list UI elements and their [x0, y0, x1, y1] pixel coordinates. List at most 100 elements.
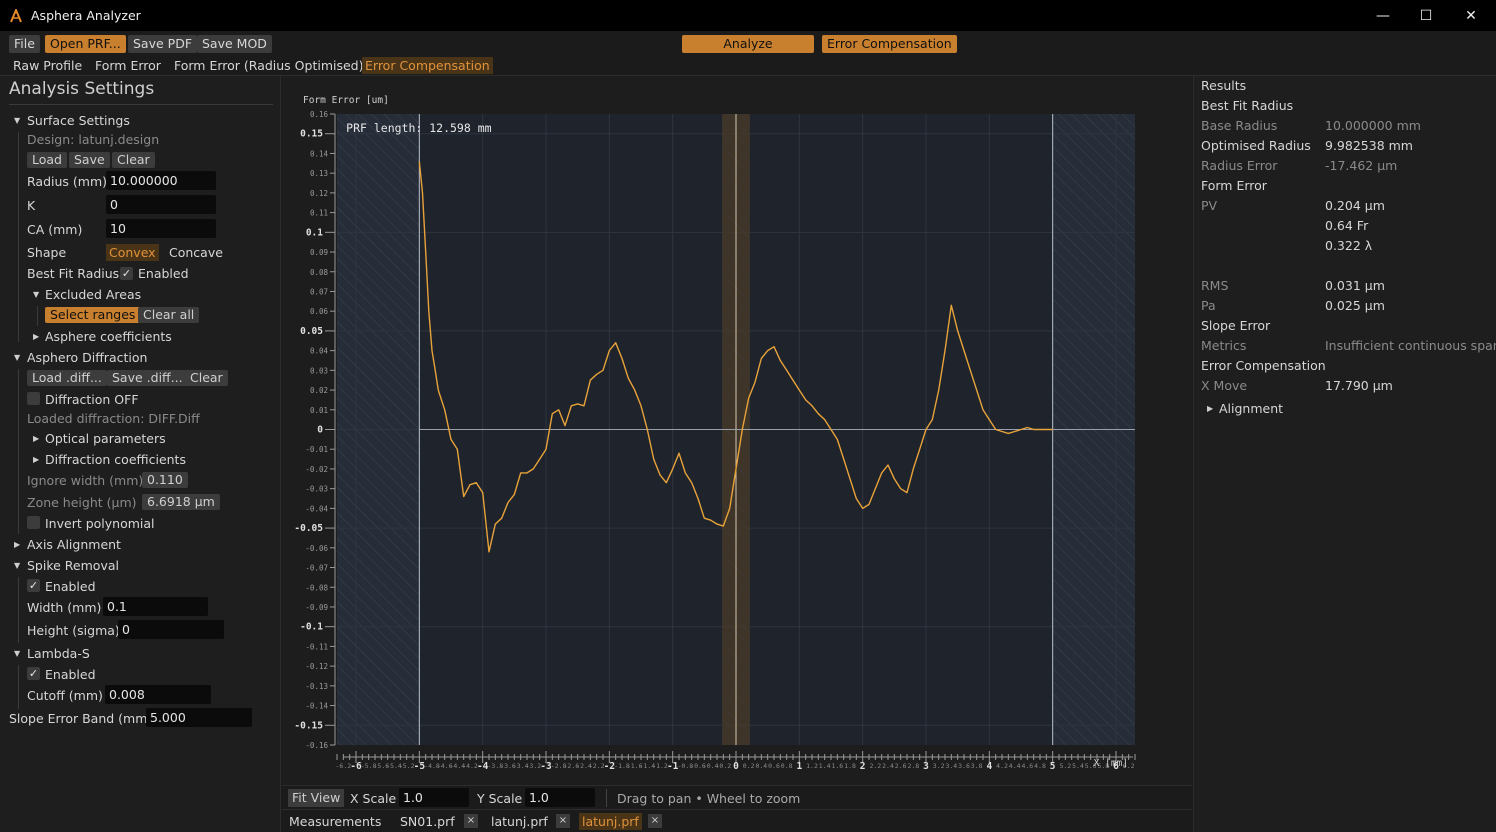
expand-closed-icon[interactable]: ▶	[33, 332, 40, 341]
k-input[interactable]: 0	[106, 195, 216, 214]
save-mod-button[interactable]: Save MOD	[197, 35, 272, 53]
file-tab-latunj[interactable]: latunj.prf	[491, 814, 548, 829]
x-tick-label: -4	[477, 761, 489, 772]
expand-open-icon[interactable]: ▼	[14, 561, 21, 570]
optimised-radius-value: 9.982538 mm	[1325, 138, 1413, 153]
y-scale-label: Y Scale	[477, 791, 523, 806]
slope-error-band-input[interactable]: 5.000	[146, 708, 252, 727]
x-tick-label: -3	[540, 761, 552, 772]
y-tick-label: 0.13	[310, 169, 328, 178]
surface-settings-header[interactable]: Surface Settings	[27, 113, 130, 128]
cutoff-label: Cutoff (mm)	[27, 688, 103, 703]
expand-closed-icon[interactable]: ▶	[33, 434, 40, 443]
close-icon: ✕	[1465, 7, 1477, 24]
y-tick-label: -0.16	[305, 741, 328, 750]
file-menu-button[interactable]: File	[9, 35, 40, 53]
asphero-diffraction-header[interactable]: Asphero Diffraction	[27, 350, 148, 365]
expand-closed-icon[interactable]: ▶	[1207, 404, 1214, 413]
maximize-icon: ☐	[1419, 7, 1433, 24]
x-minor-tick-label: 2.2	[869, 762, 881, 770]
x-minor-tick-label: -1.4	[640, 762, 656, 770]
alignment-header[interactable]: Alignment	[1219, 401, 1284, 416]
file-tab-sn01[interactable]: SN01.prf	[400, 814, 455, 829]
save-diff-button[interactable]: Save .diff...	[107, 370, 188, 386]
view-tabs: Raw Profile Form Error Form Error (Radiu…	[0, 55, 1496, 76]
file-tabs: Measurements SN01.prf × latunj.prf × lat…	[282, 809, 1192, 832]
form-error-plot[interactable]: 0.16 0.15 0.14 0.13 0.12 0.11 0.1 0.09 0.08 0.07 0…	[282, 76, 1192, 785]
tab-form-error[interactable]: Form Error	[95, 58, 161, 73]
diffraction-coefficients-header[interactable]: Diffraction coefficients	[45, 452, 186, 467]
load-diff-button[interactable]: Load .diff...	[27, 370, 107, 386]
ignore-width-value[interactable]: 0.110	[142, 472, 188, 488]
x-minor-tick-label: 5.8	[1097, 762, 1109, 770]
file-tab-latunj-active[interactable]: latunj.prf	[579, 813, 642, 830]
spike-height-input[interactable]: 0	[118, 620, 224, 639]
spike-enabled-checkbox[interactable]: ✓	[27, 579, 40, 592]
asphere-coefficients-header[interactable]: Asphere coefficients	[45, 329, 172, 344]
shape-concave-option[interactable]: Concave	[169, 245, 223, 260]
minimize-button[interactable]: —	[1360, 0, 1406, 31]
load-design-button[interactable]: Load	[27, 152, 67, 168]
expand-open-icon[interactable]: ▼	[14, 649, 21, 658]
open-prf-button[interactable]: Open PRF...	[45, 35, 126, 53]
diffraction-checkbox[interactable]	[27, 392, 40, 405]
zone-height-value[interactable]: 6.6918 μm	[142, 494, 220, 510]
tab-form-error-radius-optimised[interactable]: Form Error (Radius Optimised)	[174, 58, 364, 73]
clear-all-button[interactable]: Clear all	[138, 307, 200, 323]
radius-input[interactable]: 10.000000	[106, 171, 216, 190]
select-ranges-button[interactable]: Select ranges	[45, 307, 141, 323]
shape-convex-option[interactable]: Convex	[106, 244, 159, 261]
y-tick-label: 0.15	[300, 129, 323, 140]
invert-polynomial-checkbox[interactable]	[27, 516, 40, 529]
ca-input[interactable]: 10	[106, 219, 216, 238]
expand-closed-icon[interactable]: ▶	[14, 540, 21, 549]
x-move-label: X Move	[1201, 378, 1248, 393]
optical-parameters-header[interactable]: Optical parameters	[45, 431, 166, 446]
lambda-enabled-checkbox[interactable]: ✓	[27, 667, 40, 680]
expand-open-icon[interactable]: ▼	[14, 353, 21, 362]
best-fit-enabled-label: Enabled	[138, 266, 189, 281]
x-minor-tick-label: 2.8	[907, 762, 919, 770]
axis-alignment-header[interactable]: Axis Alignment	[27, 537, 121, 552]
x-scale-input[interactable]: 1.0	[399, 788, 469, 807]
y-scale-input[interactable]: 1.0	[525, 788, 595, 807]
best-fit-checkbox[interactable]: ✓	[120, 267, 133, 280]
lambda-s-header[interactable]: Lambda-S	[27, 646, 90, 661]
save-pdf-button[interactable]: Save PDF	[128, 35, 198, 53]
close-tab-icon[interactable]: ×	[556, 814, 570, 828]
x-minor-tick-label: 1.4	[819, 762, 831, 770]
x-minor-tick-label: -6.2	[336, 762, 352, 770]
results-panel: Results Best Fit Radius Base Radius 10.0…	[1193, 76, 1496, 832]
save-design-button[interactable]: Save	[69, 152, 110, 168]
expand-open-icon[interactable]: ▼	[14, 116, 21, 125]
x-tick-label: 0	[733, 761, 739, 772]
analyze-button[interactable]: Analyze	[682, 35, 814, 53]
expand-closed-icon[interactable]: ▶	[33, 455, 40, 464]
clear-diff-button[interactable]: Clear	[185, 370, 228, 386]
pa-label: Pa	[1201, 298, 1216, 313]
spike-removal-header[interactable]: Spike Removal	[27, 558, 119, 573]
prf-length-annotation: PRF length: 12.598 mm	[346, 121, 491, 135]
x-tick-label: 4	[986, 761, 992, 772]
tree-guide	[18, 665, 19, 709]
error-compensation-button[interactable]: Error Compensation	[822, 35, 957, 53]
tab-error-compensation[interactable]: Error Compensation	[362, 57, 493, 74]
maximize-button[interactable]: ☐	[1403, 0, 1449, 31]
x-minor-tick-label: 5.2	[1059, 762, 1071, 770]
y-tick-label: 0.04	[310, 347, 329, 356]
tab-raw-profile[interactable]: Raw Profile	[13, 58, 83, 73]
close-window-button[interactable]: ✕	[1448, 0, 1494, 31]
radius-error-value: -17.462 μm	[1325, 158, 1398, 173]
best-fit-radius-heading: Best Fit Radius	[1201, 98, 1294, 113]
cutoff-input[interactable]: 0.008	[105, 685, 211, 704]
fit-view-button[interactable]: Fit View	[288, 789, 345, 807]
close-tab-icon[interactable]: ×	[464, 814, 478, 828]
x-tick-label: -5	[414, 761, 426, 772]
expand-open-icon[interactable]: ▼	[33, 290, 40, 299]
clear-design-button[interactable]: Clear	[112, 152, 155, 168]
close-tab-icon[interactable]: ×	[648, 814, 662, 828]
excluded-areas-header[interactable]: Excluded Areas	[45, 287, 142, 302]
spike-width-input[interactable]: 0.1	[103, 597, 208, 616]
x-tick-label: -2	[604, 761, 615, 772]
pv-um-value: 0.204 μm	[1325, 198, 1385, 213]
